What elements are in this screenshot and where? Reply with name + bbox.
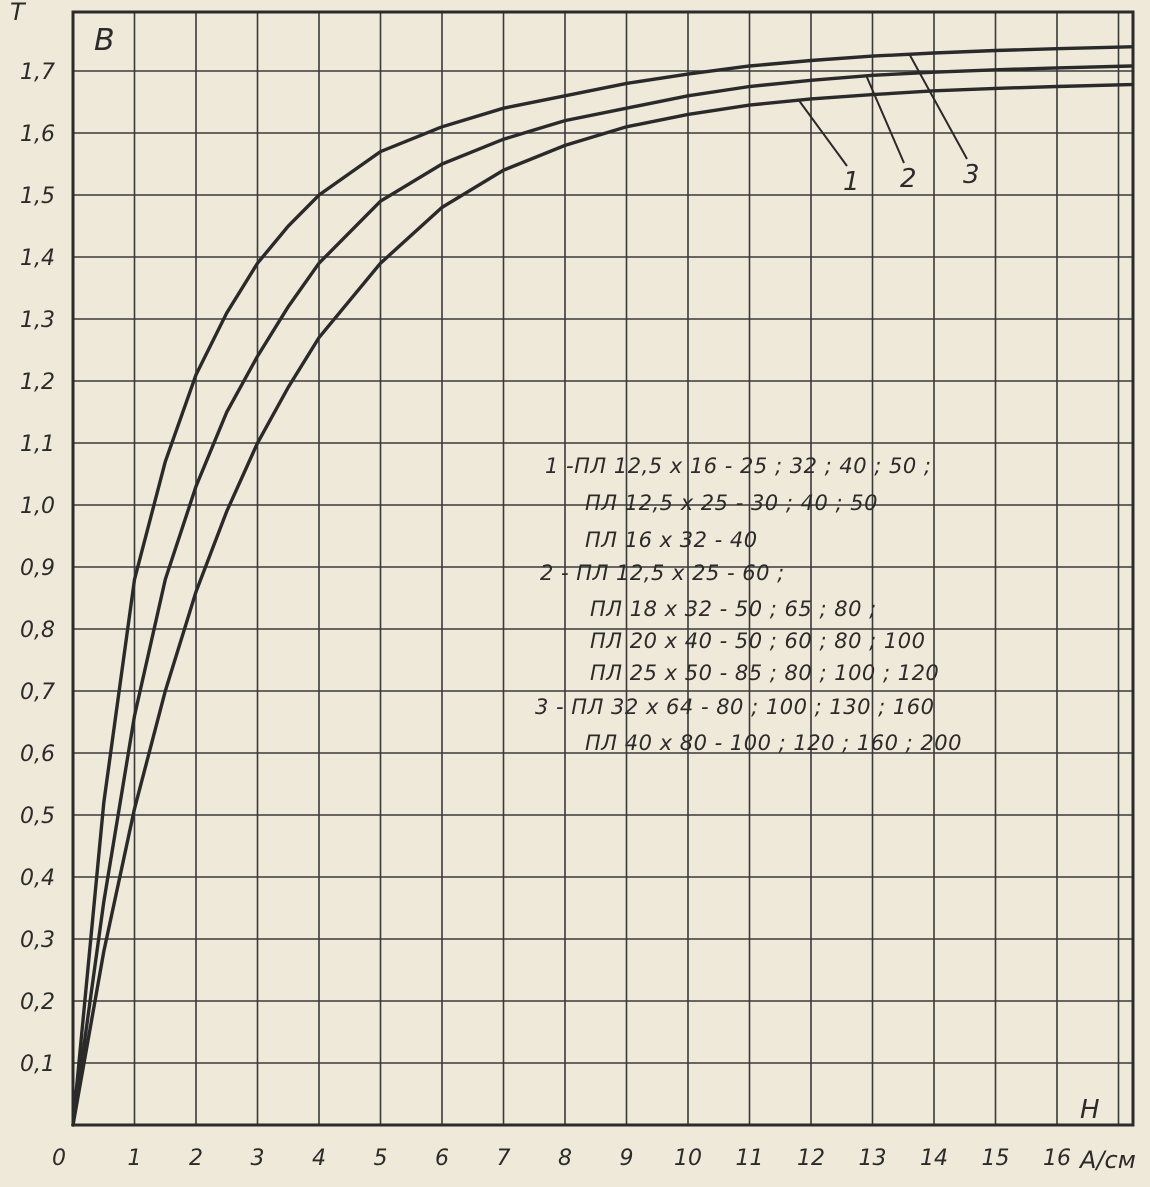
x-tick-label: 6 [435, 1146, 449, 1171]
y-axis-unit: T [10, 0, 27, 26]
x-tick-label: 10 [674, 1146, 702, 1171]
x-tick-label: 8 [558, 1146, 572, 1171]
legend-line: ПЛ 40 х 80 - 100 ; 120 ; 160 ; 200 [585, 731, 962, 755]
series-label-1: 1 [843, 167, 860, 197]
y-tick-label: 1,7 [20, 60, 55, 85]
y-tick-label: 1,6 [20, 122, 55, 147]
grid [73, 12, 1133, 1125]
x-tick-label: 12 [797, 1146, 825, 1171]
origin-label: 0 [52, 1146, 66, 1171]
curve-leaders: 1 2 3 [797, 53, 980, 197]
y-tick-label: 0,5 [20, 804, 55, 829]
y-tick-labels: 0,1 0,2 0,3 0,4 0,5 0,6 0,7 0,8 0,9 1,0 1,1 1,2 1,3 1… [20, 60, 55, 1077]
x-tick-labels: 1 2 3 4 5 6 7 8 9 10 11 12 13 14 15 16 [128, 1146, 1072, 1171]
y-tick-label: 1,4 [20, 246, 55, 271]
y-tick-label: 1,5 [20, 184, 55, 209]
series-line-2 [71, 64, 1133, 1127]
legend-line: ПЛ 18 х 32 - 50 ; 65 ; 80 ; [590, 597, 877, 621]
x-tick-label: 3 [251, 1146, 265, 1171]
series-leader-3 [908, 53, 968, 160]
curves [71, 45, 1133, 1127]
y-tick-label: 0,3 [20, 928, 55, 953]
legend-line: 3 - ПЛ 32 х 64 - 80 ; 100 ; 130 ; 160 [535, 695, 934, 719]
series-leader-1 [797, 99, 848, 167]
y-tick-label: 0,9 [20, 556, 55, 581]
x-tick-label: 15 [982, 1146, 1010, 1171]
y-tick-label: 0,8 [20, 618, 55, 643]
plot-frame [71, 10, 1135, 1127]
y-tick-label: 1,1 [20, 432, 55, 457]
legend-line: 2 - ПЛ 12,5 х 25 - 60 ; [540, 561, 785, 585]
x-axis-unit: A/см [1078, 1146, 1136, 1174]
x-tick-label: 7 [497, 1146, 511, 1171]
series-leader-2 [865, 75, 905, 164]
x-tick-label: 1 [128, 1146, 142, 1171]
y-tick-label: 1,3 [20, 308, 55, 333]
x-tick-label: 14 [920, 1146, 948, 1171]
y-tick-label: 0,6 [20, 742, 55, 767]
y-tick-label: 0,2 [20, 990, 55, 1015]
x-tick-label: 11 [736, 1146, 764, 1171]
y-tick-label: 1,2 [20, 370, 55, 395]
series-label-3: 3 [963, 160, 980, 190]
y-tick-label: 0,7 [20, 680, 55, 705]
legend-line: 1 -ПЛ 12,5 х 16 - 25 ; 32 ; 40 ; 50 ; [545, 454, 931, 478]
legend: 1 -ПЛ 12,5 х 16 - 25 ; 32 ; 40 ; 50 ; ПЛ… [535, 454, 962, 755]
x-tick-label: 16 [1043, 1146, 1071, 1171]
legend-line: ПЛ 25 х 50 - 85 ; 80 ; 100 ; 120 [590, 661, 939, 685]
y-axis-label: B [94, 23, 115, 58]
series-line-3 [71, 45, 1133, 1127]
legend-line: ПЛ 16 х 32 - 40 [585, 528, 758, 552]
x-axis-label: H [1080, 1095, 1100, 1125]
y-tick-label: 0,1 [20, 1052, 55, 1077]
x-tick-label: 13 [859, 1146, 887, 1171]
x-tick-label: 2 [189, 1146, 203, 1171]
y-tick-label: 0,4 [20, 866, 55, 891]
legend-line: ПЛ 12,5 х 25 - 30 ; 40 ; 50 [585, 491, 878, 515]
x-tick-label: 9 [620, 1146, 634, 1171]
y-tick-label: 1,0 [20, 494, 55, 519]
legend-line: ПЛ 20 х 40 - 50 ; 60 ; 80 ; 100 [590, 629, 925, 653]
x-tick-label: 4 [312, 1146, 326, 1171]
series-label-2: 2 [900, 164, 917, 194]
x-tick-label: 5 [374, 1146, 388, 1171]
series-line-1 [71, 82, 1133, 1127]
